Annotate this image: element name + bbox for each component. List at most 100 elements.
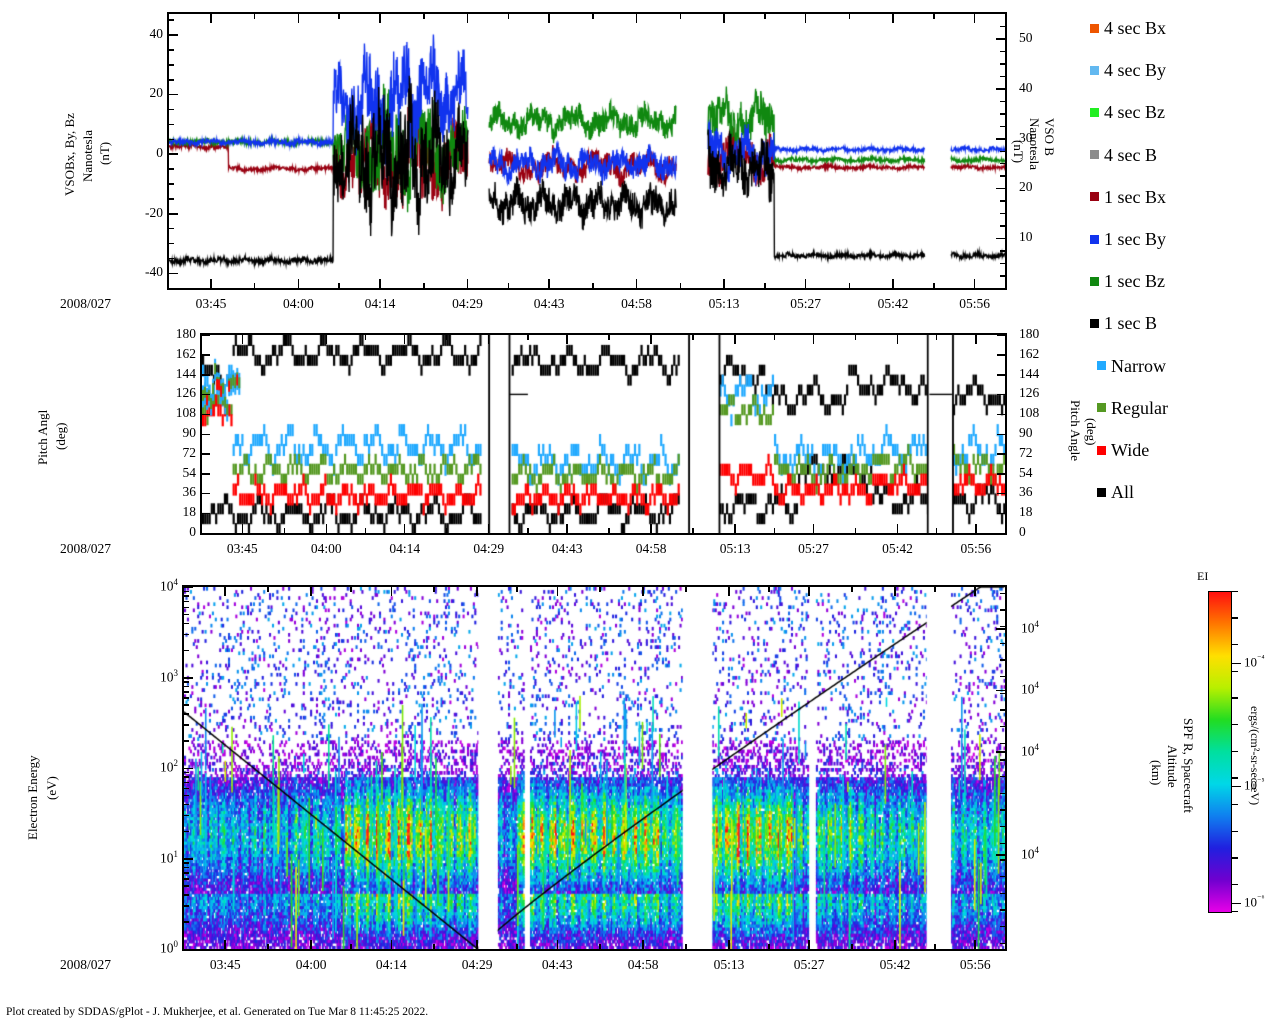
legend-item-1-sec-by[interactable]: 1 sec By: [1090, 230, 1166, 248]
panel1-right-major-tick: [996, 38, 1005, 40]
panel2-right-tick: [997, 334, 1005, 336]
panel2-right-tick-54: 54: [1019, 464, 1033, 480]
time-minor-tick: [934, 944, 936, 949]
time-major-tick-top: [642, 587, 644, 596]
time-tick-05:56: 05:56: [959, 957, 991, 972]
panel2-right-tick: [997, 532, 1005, 534]
legend-item-4-sec-by[interactable]: 4 sec By: [1090, 61, 1166, 79]
panel1-left-major-tick: [169, 213, 178, 215]
panel3-left-minor-tick: [184, 713, 189, 715]
panel1-right-minor-tick: [1000, 200, 1005, 202]
panel-pitch-angle: [200, 333, 1007, 535]
panel2-left-tick: [202, 492, 210, 495]
time-major-tick-top: [390, 587, 392, 596]
time-major-tick: [297, 279, 300, 288]
panel1-left-minor-tick: [169, 123, 174, 126]
magnetic-field-plot-canvas: [169, 14, 1005, 288]
panel2-right-tick-18: 18: [1019, 504, 1033, 520]
panel-magnetic-field: [167, 12, 1007, 290]
panel2-left-tick-18: 18: [182, 504, 197, 520]
time-tick-05:56: 05:56: [960, 541, 992, 556]
panel3-left-tick-1e1: 101: [160, 848, 178, 866]
legend-item-narrow[interactable]: Narrow: [1097, 357, 1166, 375]
time-major-tick: [642, 940, 644, 949]
panel2-left-tick: [202, 413, 210, 416]
time-tick-05:42: 05:42: [882, 541, 913, 556]
panel1-left-tick--20: -20: [145, 204, 163, 220]
legend-item-1-sec-bx[interactable]: 1 sec Bx: [1090, 188, 1166, 206]
time-tick-05:27: 05:27: [793, 957, 825, 972]
panel1-left-minor-tick: [169, 168, 174, 170]
time-minor-tick: [764, 283, 766, 288]
panel3-left-major-tick: [184, 948, 193, 950]
time-tick-05:13: 05:13: [708, 296, 740, 311]
panel1-right-major-tick: [996, 138, 1005, 140]
legend-swatch-icon: [1097, 403, 1106, 413]
time-tick-05:13: 05:13: [719, 541, 751, 556]
time-tick-05:27: 05:27: [798, 541, 829, 556]
time-tick-05:42: 05:42: [877, 296, 909, 311]
time-major-tick-top: [210, 14, 212, 23]
panel2-left-tick: [202, 393, 210, 396]
legend-item-wide[interactable]: Wide: [1097, 441, 1149, 459]
panel3-right-minor-tick: [1000, 592, 1005, 594]
time-tick-05:13: 05:13: [713, 957, 745, 972]
colorbar-minor-tick: [1232, 643, 1238, 646]
panel2-left-tick: [202, 374, 210, 376]
panel3-left-major-tick: [184, 767, 193, 769]
time-major-tick-top: [728, 587, 730, 596]
panel3-left-minor-tick: [184, 633, 189, 636]
panel1-right-minor-tick: [1000, 250, 1005, 252]
panel2-left-tick-180: 180: [175, 326, 196, 341]
time-major-tick: [310, 940, 312, 949]
time-major-tick: [650, 524, 652, 533]
time-minor-tick: [283, 528, 286, 533]
time-minor-tick: [527, 528, 529, 533]
panel3-right-minor-tick: [1000, 692, 1005, 694]
panel3-left-major-tick: [184, 858, 193, 860]
time-minor-tick-top: [768, 587, 770, 592]
legend-item-all[interactable]: All: [1097, 483, 1134, 501]
panel3-left-minor-tick: [184, 885, 189, 887]
legend-item-1-sec-bz[interactable]: 1 sec Bz: [1090, 272, 1165, 290]
panel2-right-tick-162: 162: [1019, 345, 1040, 361]
legend-item-4-sec-bz[interactable]: 4 sec Bz: [1090, 103, 1165, 121]
panel3-left-minor-tick: [184, 595, 189, 597]
time-tick-04:14: 04:14: [389, 541, 421, 556]
legend-item-1-sec-b[interactable]: 1 sec B: [1090, 314, 1157, 332]
time-tick-05:42: 05:42: [879, 957, 911, 972]
panel2-right-tick-126: 126: [1019, 385, 1040, 401]
panel3-right-tick-3: 104: [1021, 844, 1039, 862]
time-major-tick-top: [224, 587, 226, 596]
panel2-right-tick: [997, 433, 1005, 435]
panel1-right-minor-tick: [1000, 50, 1005, 53]
panel3-left-minor-tick: [184, 830, 189, 833]
legend-label: Regular: [1111, 397, 1168, 418]
panel3-right-axis-label-line1: SPF R, Spacecraft: [1181, 718, 1196, 813]
time-minor-tick: [507, 283, 510, 288]
time-major-tick-top: [466, 14, 469, 23]
panel2-right-tick-0: 0: [1019, 524, 1026, 539]
legend-label: 4 sec B: [1104, 144, 1157, 165]
time-major-tick: [379, 279, 381, 288]
panel3-left-minor-tick: [184, 794, 189, 797]
panel1-left-minor-tick: [169, 79, 174, 81]
time-minor-tick-top: [350, 587, 352, 592]
legend-item-4-sec-bx[interactable]: 4 sec Bx: [1090, 19, 1166, 37]
panel3-right-minor-tick: [1000, 742, 1005, 744]
panel2-left-tick: [202, 433, 210, 435]
panel1-right-tick-20: 20: [1019, 179, 1033, 195]
legend-swatch-icon: [1090, 192, 1099, 202]
legend-item-regular[interactable]: Regular: [1097, 399, 1168, 417]
legend-swatch-icon: [1090, 276, 1099, 286]
legend-label: 4 sec By: [1104, 60, 1166, 81]
panel2-left-tick: [202, 453, 210, 455]
panel3-left-minor-tick: [184, 685, 189, 688]
time-major-tick-top: [812, 335, 815, 344]
panel1-left-minor-tick: [169, 183, 174, 185]
panel3-right-minor-tick: [1000, 642, 1005, 644]
panel3-left-minor-tick: [184, 872, 189, 874]
panel1-left-tick-40: 40: [149, 25, 164, 41]
panel3-left-major-tick: [184, 677, 193, 679]
legend-item-4-sec-b[interactable]: 4 sec B: [1090, 146, 1157, 164]
